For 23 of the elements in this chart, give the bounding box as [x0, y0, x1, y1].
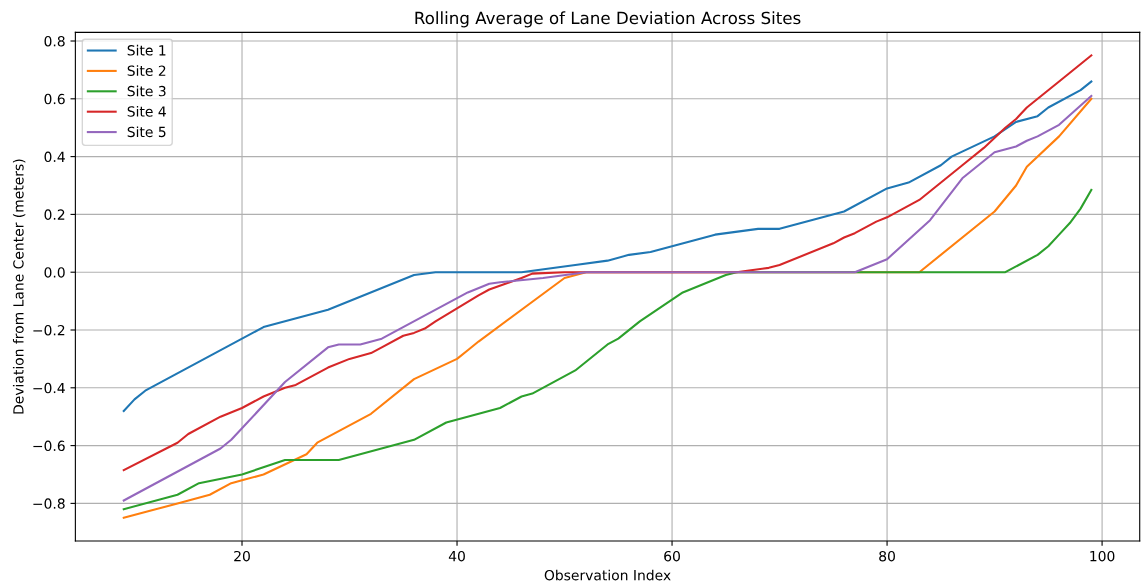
y-tick-label: −0.4 — [33, 382, 65, 394]
x-tick-label: 20 — [234, 550, 250, 562]
y-tick-label: 0.0 — [44, 267, 65, 278]
y-axis-title: Deviation from Lane Center (meters) — [12, 159, 26, 414]
x-axis-title: Observation Index — [544, 569, 671, 581]
y-tick-label: −0.6 — [33, 440, 65, 452]
legend-label: Site 1 — [127, 44, 166, 56]
x-tick-label: 80 — [879, 550, 895, 562]
y-tick-label: 0.2 — [44, 209, 65, 220]
legend-label: Site 5 — [127, 126, 166, 138]
chart-title: Rolling Average of Lane Deviation Across Sites — [415, 11, 801, 28]
y-tick-label: −0.2 — [33, 324, 65, 336]
legend-label: Site 3 — [127, 85, 166, 97]
y-tick-label: −0.8 — [33, 498, 65, 509]
x-tick-label: 100 — [1090, 550, 1115, 562]
line-series — [122, 80, 1093, 412]
y-tick-label: 0.4 — [44, 151, 65, 163]
legend-label: Site 2 — [127, 65, 166, 76]
y-tick-label: 0.8 — [44, 35, 65, 47]
legend-label: Site 4 — [127, 106, 166, 117]
x-tick-label: 40 — [448, 550, 465, 562]
y-tick-label: 0.6 — [44, 93, 65, 105]
x-tick-label: 60 — [664, 550, 680, 562]
